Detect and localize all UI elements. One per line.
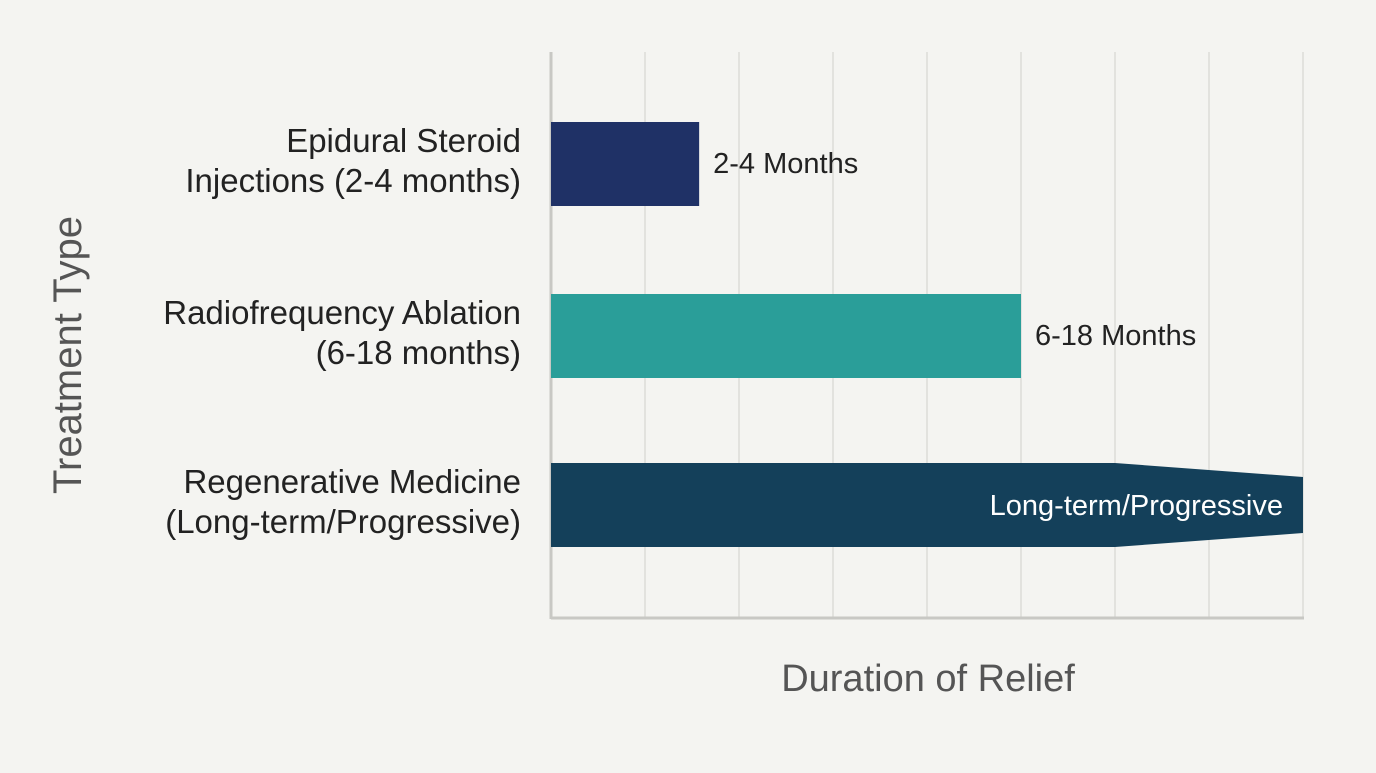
category-label: (Long-term/Progressive) (165, 503, 521, 540)
bars (551, 122, 1303, 547)
x-axis-title: Duration of Relief (781, 658, 1075, 700)
bar (551, 463, 1303, 547)
category-label: Epidural Steroid (286, 122, 521, 159)
bar-value-label: 2-4 Months (713, 148, 858, 180)
bar-value-label: Long-term/Progressive (990, 490, 1283, 522)
category-label: (6-18 months) (316, 334, 521, 371)
value-labels: 2-4 Months 6-18 Months Long-term/Progressi… (713, 148, 1283, 522)
category-label: Regenerative Medicine (183, 463, 521, 500)
category-label: Injections (2-4 months) (185, 162, 521, 199)
bar-value-label: 6-18 Months (1035, 320, 1196, 352)
y-axis-title: Treatment Type (46, 216, 90, 494)
bar (551, 122, 700, 206)
bar (551, 294, 1021, 378)
category-label: Radiofrequency Ablation (163, 294, 521, 331)
